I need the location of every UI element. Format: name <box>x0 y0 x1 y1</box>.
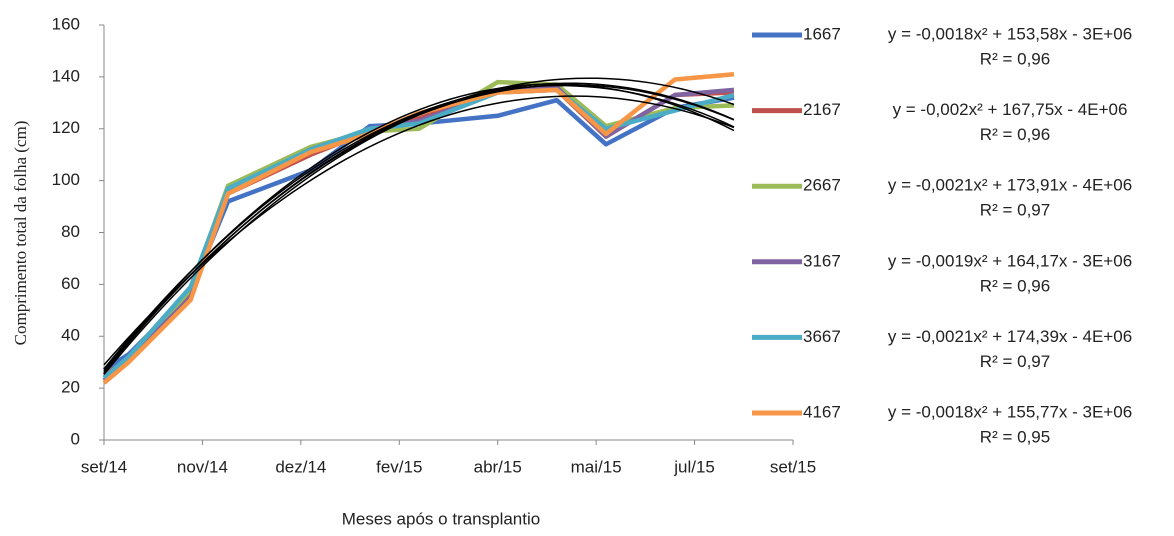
legend-label: 1667 <box>803 24 841 43</box>
series-line <box>102 85 735 383</box>
x-tick-label: abr/15 <box>474 457 522 476</box>
x-axis-title: Meses após o transplantio <box>342 509 540 528</box>
trend-line <box>103 77 735 375</box>
x-tick-label: jul/15 <box>673 457 715 476</box>
legend-label: 2667 <box>803 176 841 195</box>
series-line <box>102 95 735 372</box>
trend-equation: y = -0,0021x² + 174,39x - 4E+06 <box>888 327 1132 346</box>
trend-r2: R² = 0,97 <box>980 352 1050 371</box>
trend-r2: R² = 0,96 <box>980 49 1050 68</box>
trend-r2: R² = 0,95 <box>980 427 1050 446</box>
trend-r2: R² = 0,97 <box>980 201 1050 220</box>
trend-equation: y = -0,0021x² + 173,91x - 4E+06 <box>888 176 1132 195</box>
trend-line <box>103 84 735 370</box>
y-tick-label: 80 <box>61 222 80 241</box>
y-tick-label: 120 <box>52 118 80 137</box>
y-tick-label: 100 <box>52 170 80 189</box>
x-tick-label: mai/15 <box>571 457 622 476</box>
trend-r2: R² = 0,96 <box>980 125 1050 144</box>
legend-label: 4167 <box>803 402 841 421</box>
x-tick-label: nov/14 <box>177 457 228 476</box>
trend-equation: y = -0,0018x² + 153,58x - 3E+06 <box>888 24 1132 43</box>
legend-label: 3667 <box>803 327 841 346</box>
series-line <box>102 87 735 378</box>
trend-line <box>103 95 735 366</box>
trend-equation: y = -0,0019x² + 164,17x - 3E+06 <box>888 251 1132 270</box>
y-tick-label: 20 <box>61 378 80 397</box>
trend-equation: y = -0,002x² + 167,75x - 4E+06 <box>893 100 1128 119</box>
trend-r2: R² = 0,96 <box>980 276 1050 295</box>
y-tick-label: 140 <box>52 66 80 85</box>
legend-label: 3167 <box>803 251 841 270</box>
legend-label: 2167 <box>803 100 841 119</box>
y-tick-label: 60 <box>61 274 80 293</box>
x-tick-label: set/15 <box>770 457 816 476</box>
y-tick-label: 0 <box>71 429 80 448</box>
x-tick-label: fev/15 <box>376 457 422 476</box>
x-tick-label: set/14 <box>81 457 127 476</box>
series-line <box>102 87 735 380</box>
x-tick-label: dez/14 <box>275 457 326 476</box>
trend-equation: y = -0,0018x² + 155,77x - 3E+06 <box>888 402 1132 421</box>
y-tick-label: 160 <box>52 14 80 33</box>
y-tick-label: 40 <box>61 326 80 345</box>
y-axis-title: Comprimento total da folha (cm) <box>11 121 30 346</box>
